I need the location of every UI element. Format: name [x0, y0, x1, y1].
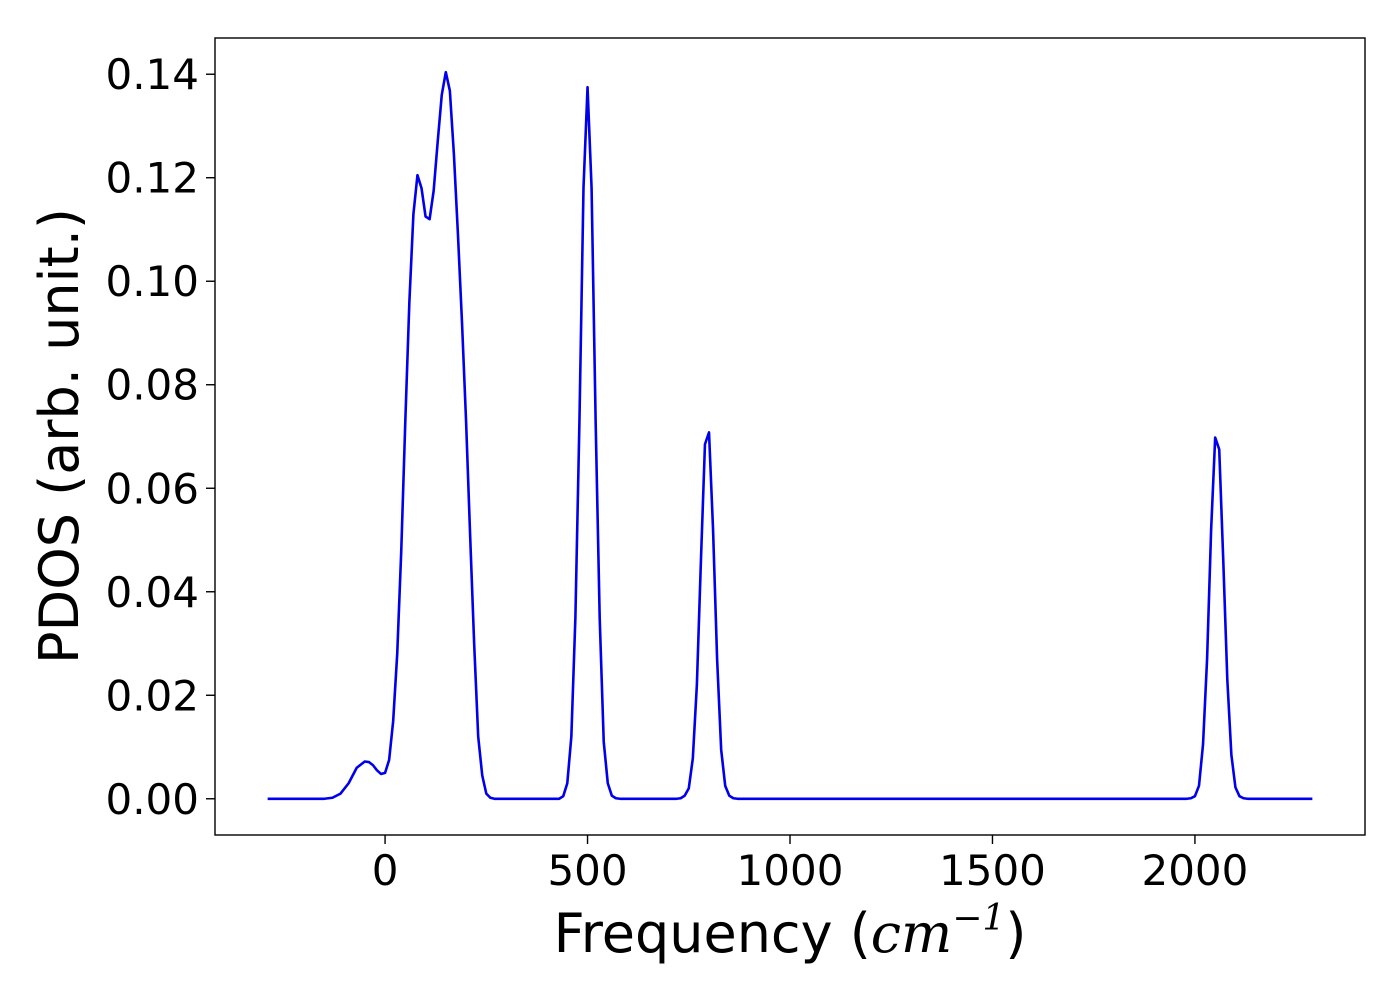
y-tick-label: 0.00 [105, 775, 199, 824]
y-tick-label: 0.06 [105, 464, 199, 513]
x-tick-label: 500 [547, 846, 627, 895]
y-tick-label: 0.10 [105, 257, 199, 306]
x-tick-label: 2000 [1141, 846, 1248, 895]
series-line-pdos [267, 70, 1313, 801]
x-tick-label: 1500 [939, 846, 1046, 895]
y-tick-label: 0.04 [105, 568, 199, 617]
y-tick-label: 0.14 [105, 50, 199, 99]
y-axis-ticks: 0.00 0.02 0.04 0.06 0.08 0.10 0.12 0.14 [105, 50, 215, 824]
plot-frame [214, 37, 1366, 836]
x-axis-ticks: 0 500 1000 1500 2000 [372, 835, 1248, 895]
y-tick-label: 0.02 [105, 671, 199, 720]
y-tick-label: 0.12 [105, 154, 199, 203]
x-tick-label: 0 [372, 846, 399, 895]
y-axis-label: PDOS (arb. unit.) [28, 208, 91, 664]
x-tick-label: 1000 [737, 846, 844, 895]
y-tick-label: 0.08 [105, 361, 199, 410]
x-axis-label: Frequency (cm−1) [554, 898, 1027, 965]
